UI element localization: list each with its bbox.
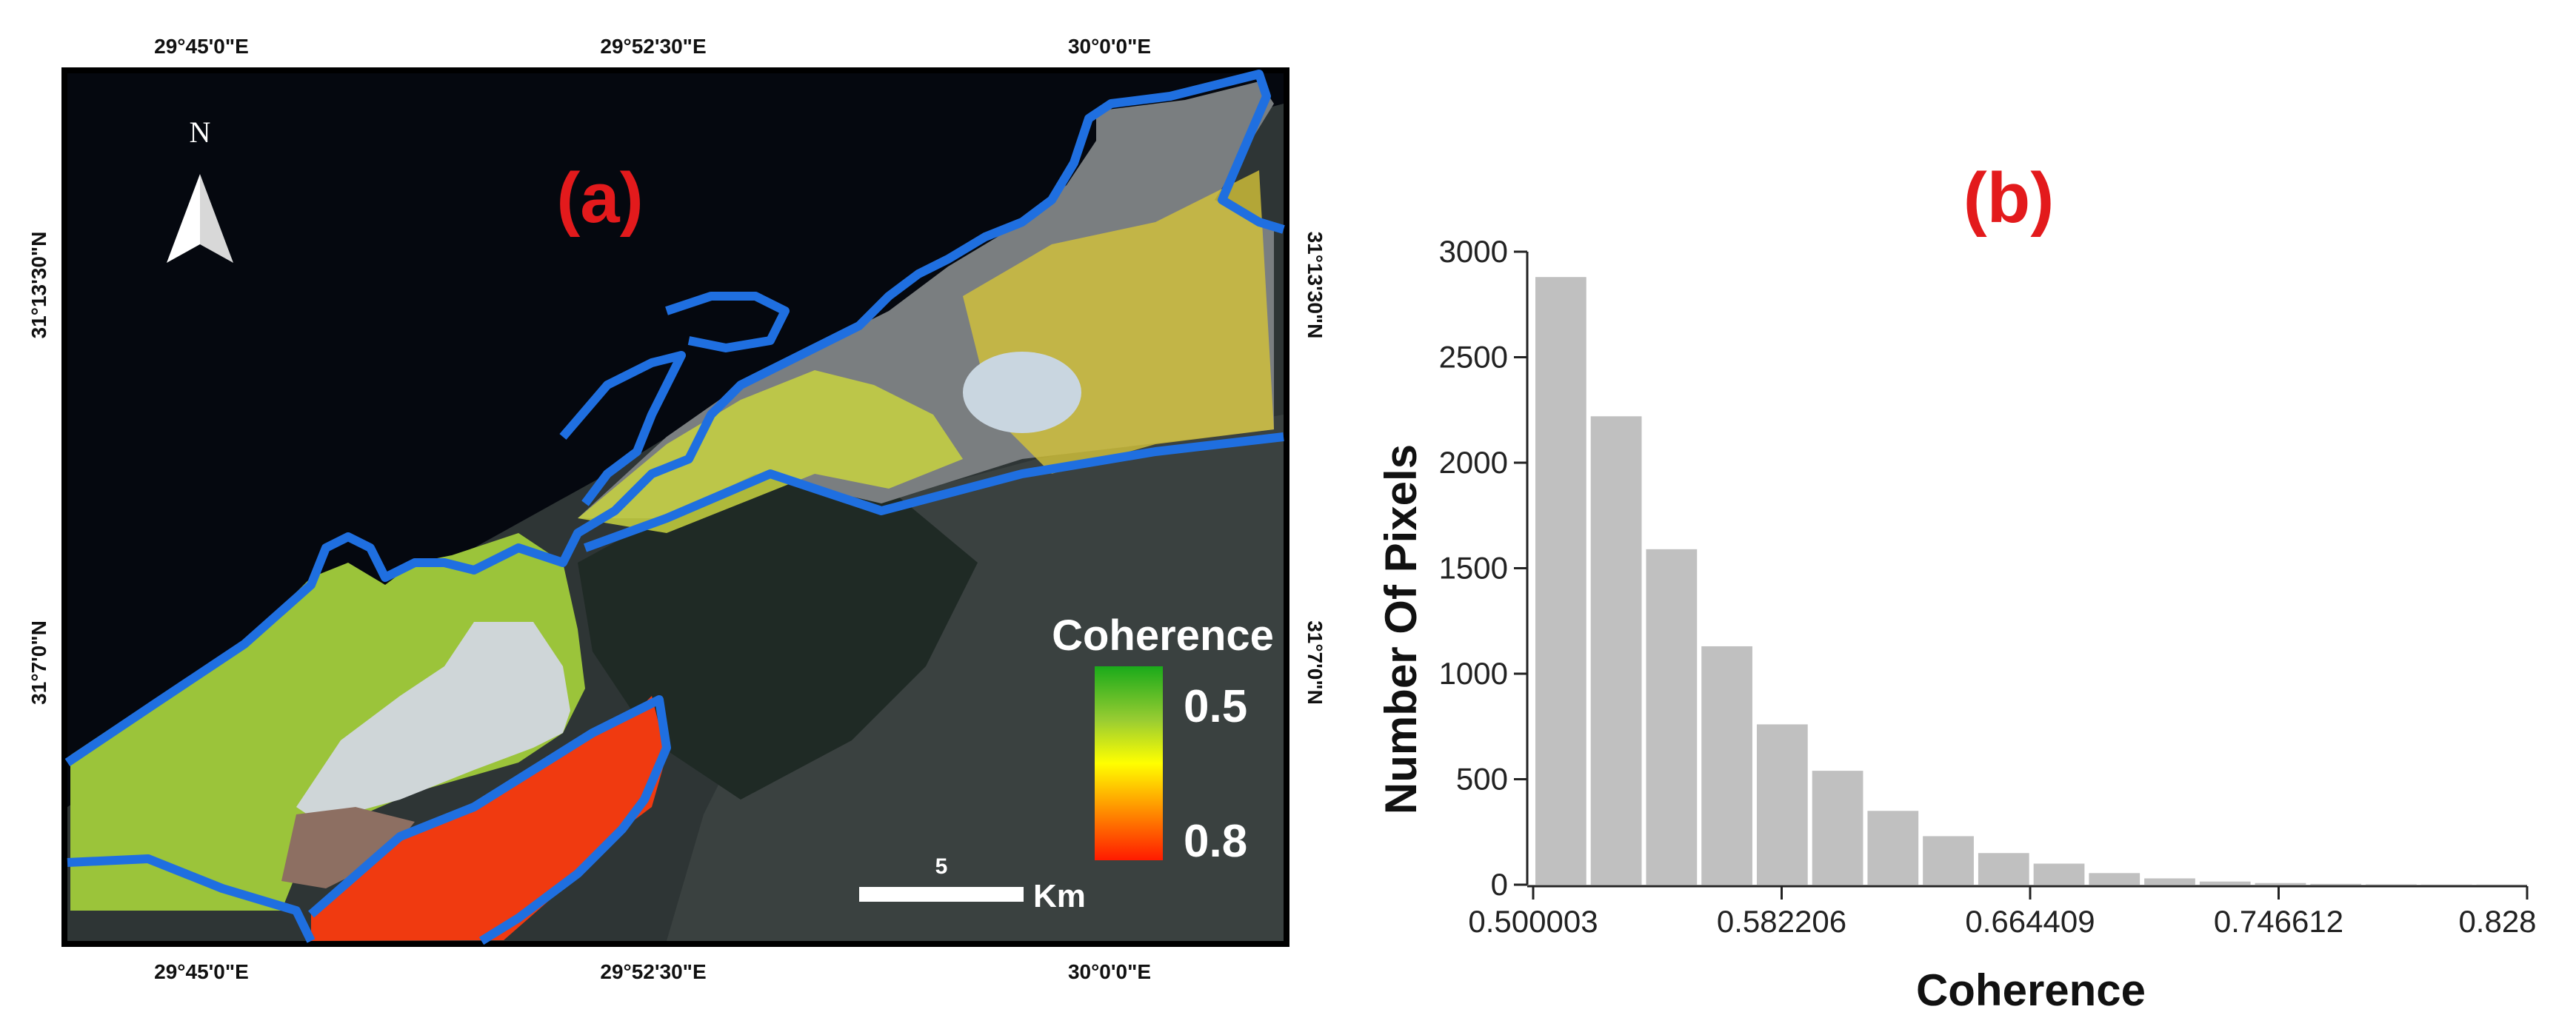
lon-label-bottom-3: 30°0'0"E — [1068, 960, 1151, 983]
x-tick-label: 0.664409 — [1965, 904, 2095, 939]
histogram-bar — [2366, 884, 2417, 885]
study-area-boundary-inner — [308, 695, 671, 945]
histogram-bar — [2089, 873, 2140, 885]
legend-title: Coherence — [1052, 612, 1274, 660]
histogram-bar — [2199, 881, 2251, 885]
histogram-bar — [2144, 878, 2195, 885]
lon-label-top-1: 29°45'0"E — [154, 35, 249, 58]
legend-top-value: 0.5 — [1184, 681, 1247, 732]
histogram-bar — [1646, 549, 1698, 885]
lon-label-top-2: 29°52'30"E — [600, 35, 706, 58]
y-tick-label: 3000 — [1439, 234, 1508, 269]
lon-label-bottom-2: 29°52'30"E — [600, 960, 706, 983]
histogram-bar — [1978, 853, 2029, 885]
legend-bottom-value: 0.8 — [1184, 816, 1247, 867]
lat-label-right-2: 31°7'0"N — [1304, 620, 1327, 705]
salt-pans — [296, 622, 570, 822]
north-arrow-icon — [167, 174, 200, 263]
x-axis-title: Coherence — [1916, 965, 2146, 1015]
scale-bar: 5 Km — [859, 854, 1086, 914]
lat-label-left-1: 31°13'30"N — [27, 232, 50, 339]
histogram-bar — [1923, 836, 1974, 885]
coherence-zone-west — [70, 533, 585, 911]
histogram-bar — [1867, 811, 1919, 885]
y-axis: 0 500 1000 1500 2000 2500 3000 — [1439, 234, 1529, 902]
y-tick-label: 1500 — [1439, 551, 1508, 586]
coherence-legend: Coherence 0.5 0.8 — [1052, 612, 1274, 867]
y-tick-label: 1000 — [1439, 656, 1508, 691]
dark-wetland — [578, 474, 978, 800]
x-tick-label: 0.828 — [2458, 904, 2536, 939]
lat-label-left-2: 31°7'0"N — [27, 620, 50, 705]
histogram-bar — [1535, 277, 1586, 885]
lon-label-bottom-1: 29°45'0"E — [154, 960, 249, 983]
y-axis-title: Number Of Pixels — [1376, 444, 1426, 814]
scale-bar-line — [859, 887, 1024, 902]
y-tick-label: 500 — [1456, 762, 1508, 797]
study-area-boundary — [64, 70, 1285, 766]
x-tick-label: 0.746612 — [2214, 904, 2343, 939]
coherence-zone-central — [578, 370, 963, 533]
histogram-bar — [2310, 883, 2362, 885]
legend-color-bar — [1095, 666, 1163, 860]
histogram-bar — [2033, 863, 2085, 885]
harbour-outline — [559, 351, 686, 506]
histogram-bar — [2255, 882, 2306, 885]
coherence-zone-south — [311, 696, 667, 941]
map-panel: N (a) Coherence 0.5 0.8 5 Km 29°45'0"E 2… — [27, 35, 1327, 983]
study-area-boundary-south — [67, 854, 316, 943]
lon-label-top-3: 30°0'0"E — [1068, 35, 1151, 58]
histogram-bar — [1701, 646, 1752, 885]
salt-pan-brown — [281, 807, 415, 888]
x-tick-label: 0.500003 — [1468, 904, 1598, 939]
lake — [963, 352, 1081, 433]
panel-a-label: (a) — [556, 158, 643, 238]
y-tick-label: 0 — [1491, 867, 1508, 902]
y-tick-label: 2500 — [1439, 340, 1508, 375]
north-label: N — [190, 115, 211, 149]
lat-label-right-1: 31°13'30"N — [1304, 232, 1327, 339]
x-axis: 0.500003 0.582206 0.664409 0.746612 0.828 — [1468, 885, 2537, 939]
y-tick-label: 2000 — [1439, 445, 1508, 480]
bay-outline — [665, 292, 790, 352]
histogram-bars — [1535, 277, 2528, 885]
north-arrow: N — [167, 115, 233, 263]
panel-b-label: (b) — [1963, 158, 2055, 238]
study-area-boundary-east — [583, 432, 1284, 552]
scale-bar-unit: Km — [1033, 878, 1086, 914]
histogram-bar — [1812, 771, 1863, 885]
histogram-bar — [1590, 416, 1642, 885]
histogram-bar — [1756, 724, 1808, 885]
x-tick-label: 0.582206 — [1717, 904, 1846, 939]
scale-bar-value: 5 — [935, 854, 948, 879]
